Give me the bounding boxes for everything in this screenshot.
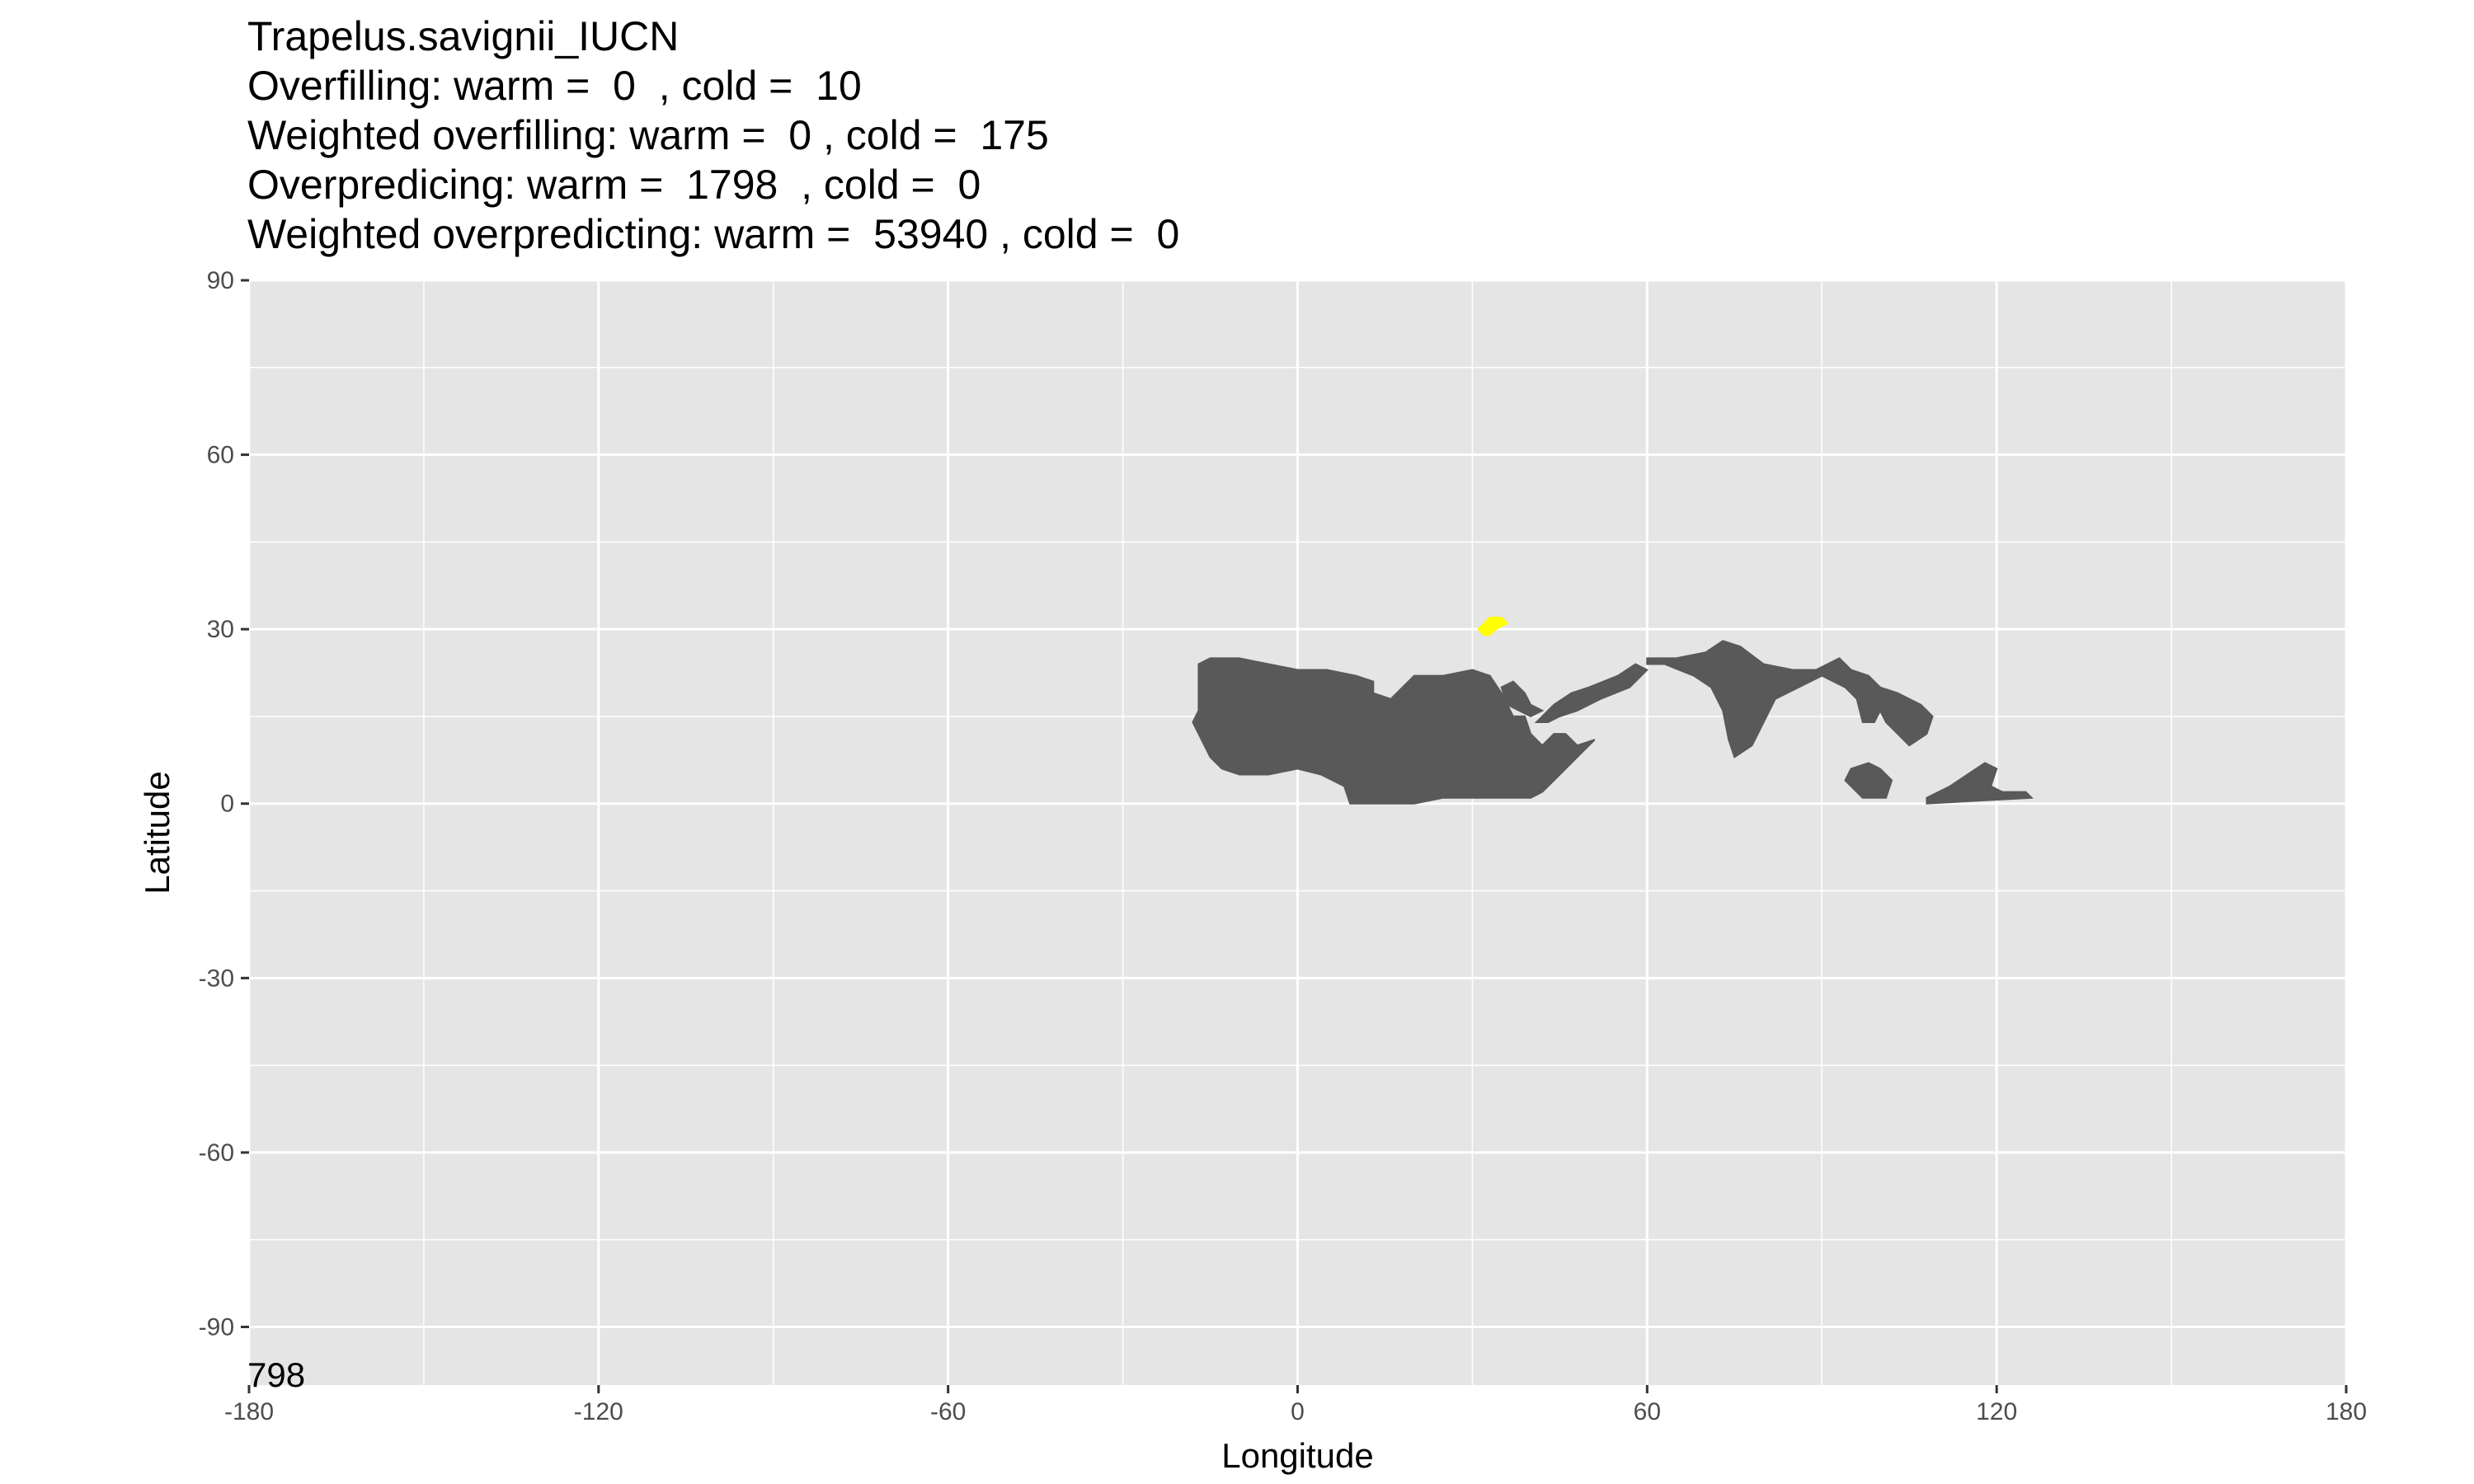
y-tick-label: -90 [199, 1313, 234, 1341]
x-tick-label: 0 [1291, 1398, 1305, 1425]
x-tick-label: 120 [1976, 1398, 2017, 1425]
overpredicted-region-2 [1534, 663, 1649, 723]
y-tick-label: 60 [207, 442, 234, 469]
x-axis: -180 -120 -60 0 60 120 180 [224, 1385, 2367, 1425]
chart-title: Trapelus.savignii_IUCN [247, 13, 680, 59]
x-axis-title: Longitude [1221, 1436, 1374, 1475]
subtitle-line-weighted-overfilling: Weighted overfilling: warm = 0 , cold = … [247, 112, 1049, 158]
subtitle-line-overpredicing: Overpredicing: warm = 1798 , cold = 0 [247, 162, 981, 208]
y-axis-title: Latitude [138, 771, 176, 894]
x-tick-label: -120 [574, 1398, 623, 1425]
y-tick-label: 30 [207, 616, 234, 643]
overpredicted-region-1 [1500, 680, 1545, 718]
y-tick-label: -60 [199, 1139, 234, 1167]
x-tick-label: -60 [930, 1398, 966, 1425]
overpredicted-region-5 [1926, 762, 2034, 805]
overfilled-region-0 [1477, 617, 1509, 636]
y-axis: -90 -60 -30 0 30 60 90 [199, 267, 249, 1341]
overpredicted-region-3 [1646, 640, 1934, 758]
corner-count-label: 798 [247, 1355, 305, 1394]
y-tick-label: 90 [207, 267, 234, 294]
y-tick-label: 0 [220, 791, 234, 818]
x-tick-label: -180 [224, 1398, 274, 1425]
overpredicted-region-0 [1192, 657, 1596, 805]
y-tick-label: -30 [199, 965, 234, 992]
x-tick-label: 60 [1634, 1398, 1661, 1425]
subtitle-line-weighted-overpredicting: Weighted overpredicting: warm = 53940 , … [247, 211, 1180, 257]
chart-title-block: Trapelus.savignii_IUCN Overfilling: warm… [247, 12, 1179, 259]
overpredicted-region-4 [1844, 762, 1893, 799]
subtitle-line-overfilling: Overfilling: warm = 0 , cold = 10 [247, 63, 862, 109]
range-cells-layer [1192, 617, 2034, 805]
major-gridlines [247, 279, 2348, 1385]
x-tick-label: 180 [2326, 1398, 2367, 1425]
